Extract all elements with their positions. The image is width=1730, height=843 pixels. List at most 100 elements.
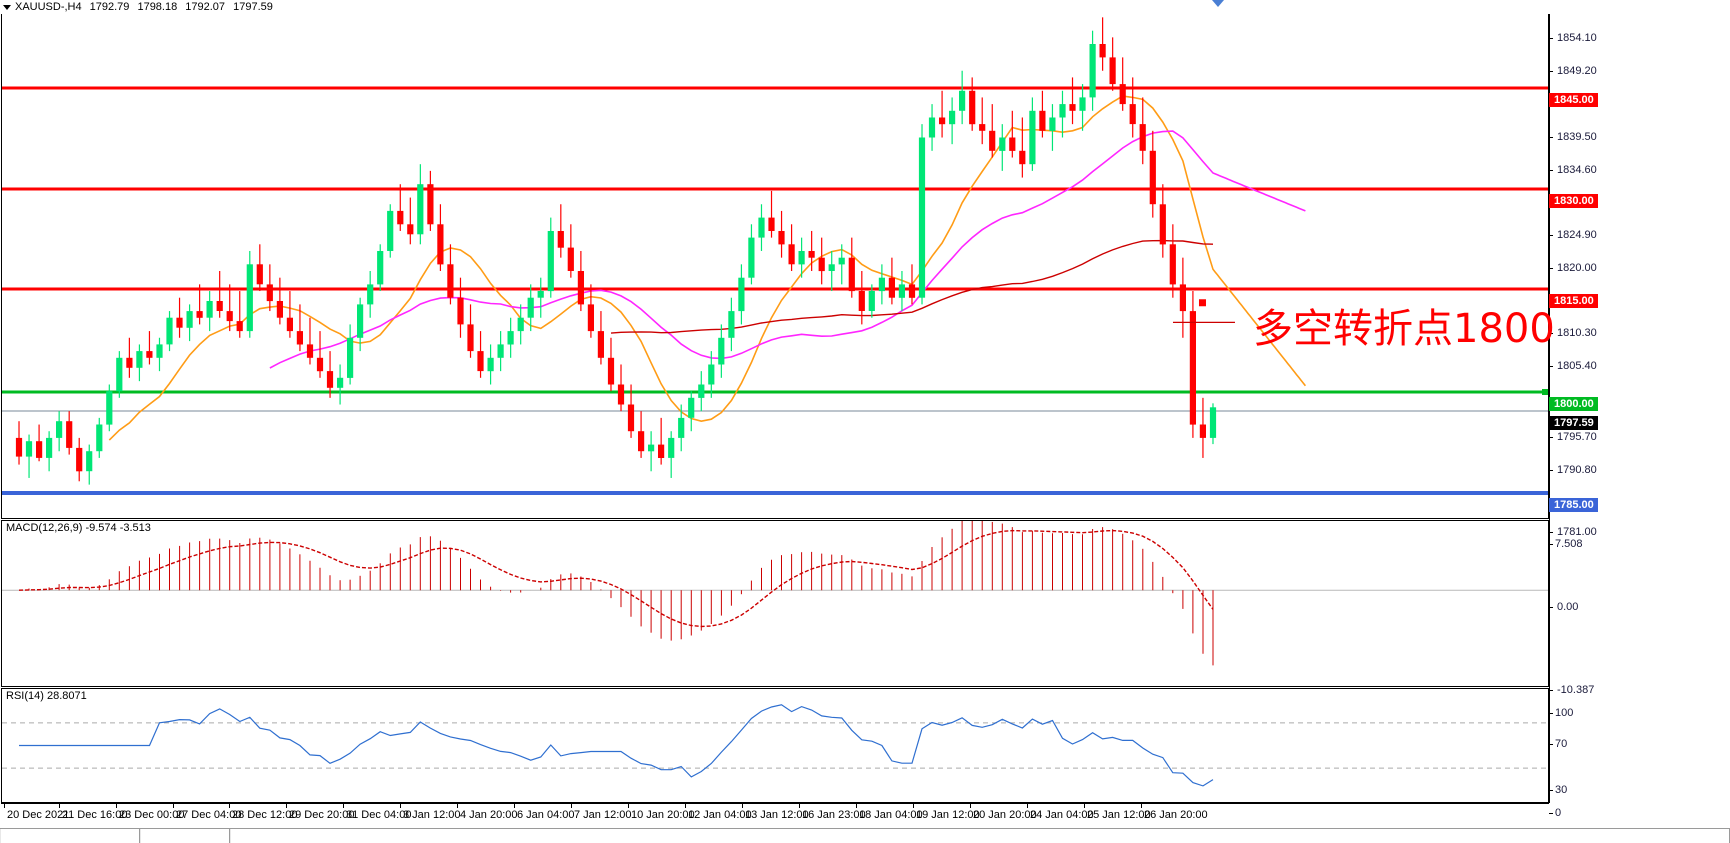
- candle-body: [1139, 124, 1146, 151]
- candle-body: [617, 384, 625, 405]
- candle-body: [1159, 204, 1166, 245]
- ohlc-high: 1798.18: [137, 1, 178, 13]
- candle-body: [698, 384, 705, 398]
- candle-body: [447, 264, 454, 298]
- time-tick-mark: [59, 803, 60, 808]
- candle-body: [176, 317, 183, 328]
- ma-slow-red: [610, 239, 1214, 334]
- order-marker[interactable]: [1198, 299, 1206, 307]
- time-tick-mark: [1141, 803, 1142, 808]
- candle-body: [337, 377, 344, 388]
- candle-body: [989, 130, 996, 151]
- time-tick-label: 16 Jan 23:00: [802, 809, 866, 821]
- time-tick-label: 4 Jan 20:00: [460, 809, 518, 821]
- rsi-indicator-label: RSI(14) 28.8071: [6, 690, 87, 702]
- price-tick: 1790.80: [1549, 464, 1597, 476]
- candle-body: [1079, 97, 1086, 111]
- time-tick-label: 20 Jan 20:00: [973, 809, 1037, 821]
- candle-body: [206, 301, 213, 318]
- candle-body: [286, 317, 293, 332]
- time-tick-label: 3 Jan 12:00: [403, 809, 461, 821]
- price-tick: 0: [1549, 807, 1561, 819]
- time-tick-label: 21 Dec 16:00: [62, 809, 128, 821]
- candle-body: [477, 351, 484, 372]
- candle-body: [146, 351, 153, 358]
- macd-pane[interactable]: MACD(12,26,9) -9.574 -3.513: [1, 520, 1549, 687]
- time-tick-mark: [1027, 803, 1028, 808]
- time-tick-mark: [1084, 803, 1085, 808]
- candle-body: [296, 331, 303, 345]
- time-tick-label: 6 Jan 04:00: [517, 809, 575, 821]
- time-tick-label: 23 Dec 00:00: [119, 809, 185, 821]
- price-tick: 1830.00: [1549, 194, 1598, 208]
- ohlc-open: 1792.79: [89, 1, 130, 13]
- candle-body: [56, 421, 63, 438]
- candle-body: [1029, 110, 1036, 165]
- ohlc-close: 1797.59: [233, 1, 273, 13]
- candle-body: [497, 344, 504, 358]
- candle-body: [397, 210, 404, 225]
- price-pane[interactable]: [1, 13, 1549, 519]
- candle-body: [1109, 57, 1116, 85]
- time-tick-mark: [913, 803, 914, 808]
- candle-body: [918, 137, 926, 298]
- candle-body: [718, 337, 725, 365]
- candle-body: [1069, 104, 1076, 111]
- candle-body: [1049, 117, 1056, 131]
- time-tick-mark: [116, 803, 117, 808]
- macd-signal-line: [18, 529, 1214, 628]
- time-tick-label: 13 Jan 12:00: [745, 809, 809, 821]
- macd-chart-canvas: [2, 521, 1548, 666]
- caret-down-icon[interactable]: [3, 4, 11, 10]
- symbol-timeframe-label: XAUUSD-,H4: [15, 1, 82, 13]
- time-tick-label: 18 Jan 04:00: [859, 809, 923, 821]
- candle-body: [266, 284, 273, 302]
- price-tick: -10.387: [1549, 684, 1594, 696]
- candle-body: [467, 324, 474, 352]
- ohlc-values: 1792.79 1798.18 1792.07 1797.59: [90, 1, 278, 13]
- candle-body: [949, 110, 956, 125]
- price-tick: 70: [1549, 738, 1567, 750]
- status-bar: [0, 828, 1730, 843]
- candle-body: [276, 301, 283, 318]
- status-slot-3: [230, 829, 1730, 843]
- candle-body: [818, 257, 825, 272]
- price-tick: 1834.60: [1549, 164, 1597, 176]
- candle-body: [236, 321, 243, 332]
- price-scale[interactable]: 1854.10 1849.20 1845.00 1839.50 1834.60 1830.…: [1549, 13, 1730, 819]
- candle-body: [648, 444, 655, 452]
- candle-body: [507, 331, 514, 345]
- time-axis[interactable]: 20 Dec 2021 21 Dec 16:00 23 Dec 00:00 27 De…: [1, 803, 1549, 827]
- candle-body: [1189, 311, 1196, 425]
- status-slot-2: [140, 829, 230, 843]
- price-tick: 1781.00: [1549, 526, 1597, 538]
- candle-body: [106, 391, 113, 425]
- candle-body: [939, 117, 946, 125]
- candle-body: [959, 90, 966, 111]
- candle-body: [868, 291, 875, 311]
- candle-body: [678, 417, 685, 438]
- time-tick-mark: [343, 803, 344, 808]
- price-tick: 1824.90: [1549, 229, 1597, 241]
- candle-body: [116, 357, 123, 392]
- price-tick: 1839.50: [1549, 131, 1597, 143]
- candle-body: [587, 304, 594, 332]
- candle-body: [878, 277, 885, 292]
- candle-body: [778, 231, 785, 245]
- support-line-handle[interactable]: [1542, 389, 1548, 395]
- candle-body: [156, 344, 163, 358]
- candle-body: [136, 351, 143, 368]
- candle-body: [36, 441, 43, 458]
- price-tick: 1849.20: [1549, 65, 1597, 77]
- candle-body: [668, 437, 675, 458]
- rsi-pane[interactable]: RSI(14) 28.8071: [1, 688, 1549, 803]
- candle-body: [768, 217, 775, 231]
- time-tick-label: 19 Jan 12:00: [916, 809, 980, 821]
- candle-body: [226, 311, 233, 322]
- time-tick-mark: [457, 803, 458, 808]
- candle-body: [216, 301, 223, 311]
- candle-body: [76, 447, 83, 472]
- candle-body: [367, 284, 374, 305]
- time-tick-label: 25 Jan 12:00: [1087, 809, 1151, 821]
